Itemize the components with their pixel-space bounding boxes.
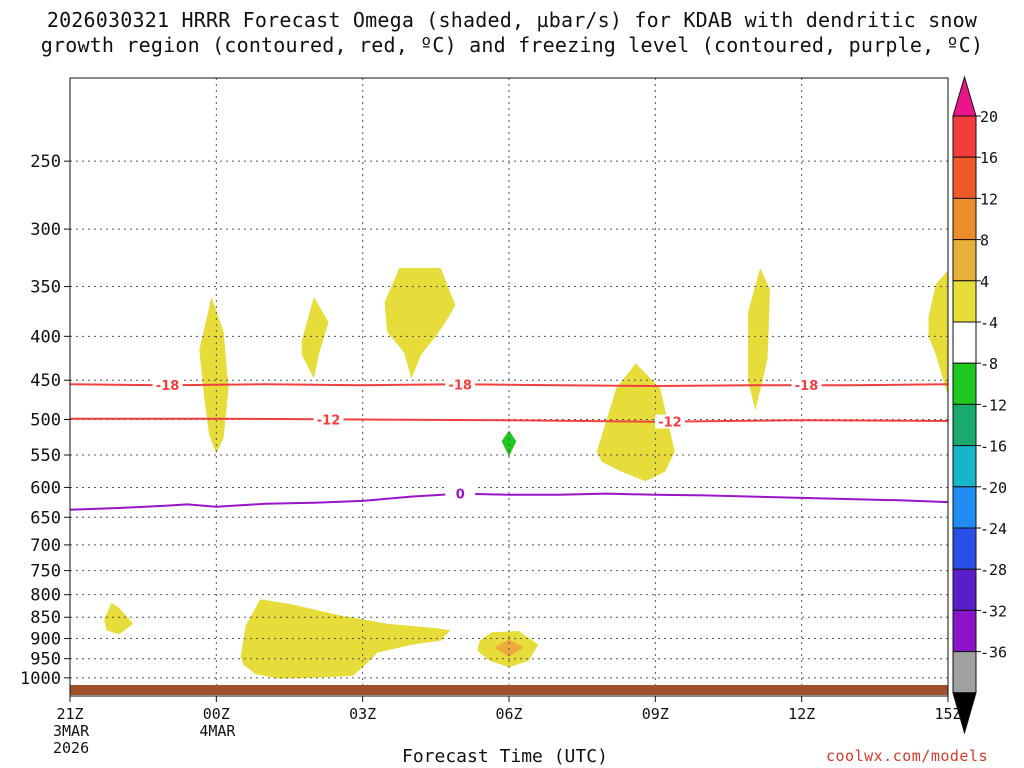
ytick-label-250: 250 — [30, 152, 61, 172]
colorbar-box-13 — [952, 609, 977, 653]
contour-line-3 — [69, 492, 949, 511]
colorbar-bottom-arrow — [952, 692, 977, 735]
omega-region-4 — [501, 430, 517, 457]
x-axis-label: Forecast Time (UTC) — [402, 746, 608, 767]
colorbar-box-4 — [952, 239, 977, 282]
contour-label-bg — [445, 377, 476, 392]
xtick-label-21Z: 21Z — [56, 705, 83, 723]
contour-label-1-1: -18 — [156, 379, 180, 394]
surface-band — [70, 685, 948, 695]
title-line-2: growth region (contoured, red, ºC) and f… — [40, 33, 984, 57]
colorbar-label-8: -16 — [980, 438, 1007, 456]
colorbar-label-6: -8 — [980, 355, 998, 373]
colorbar-box-12 — [952, 568, 977, 611]
contour-label-bg — [152, 378, 183, 393]
ytick-label-300: 300 — [30, 220, 61, 240]
colorbar-box-3 — [952, 197, 977, 241]
omega-region-7 — [928, 270, 948, 397]
colorbar-box-10 — [952, 486, 977, 529]
ytick-label-650: 650 — [30, 508, 61, 528]
ytick-label-700: 700 — [30, 536, 61, 556]
contour-label-bg — [445, 486, 476, 501]
xtick-label-00Z: 00Z — [203, 705, 230, 723]
colorbar-box-6 — [952, 321, 977, 364]
colorbar-box-11 — [952, 527, 977, 570]
credit-link[interactable]: coolwx.com/models — [826, 747, 989, 765]
ytick-label-1000: 1000 — [20, 669, 61, 689]
colorbar-label-9: -20 — [980, 479, 1007, 497]
contour-line-2 — [70, 417, 949, 423]
contour-label-bg — [313, 412, 344, 427]
ytick-label-400: 400 — [30, 327, 61, 347]
colorbar-label-1: 16 — [980, 149, 998, 167]
colorbar-box-2 — [952, 156, 977, 199]
contour-label-2-2: -12 — [658, 416, 682, 431]
colorbar-box-9 — [952, 445, 977, 488]
xtick-sublabel-00Z-1: 4MAR — [199, 722, 236, 740]
xtick-label-15Z: 15Z — [934, 705, 961, 723]
ytick-label-550: 550 — [30, 446, 61, 466]
colorbar-label-11: -28 — [980, 561, 1007, 579]
xtick-sublabel-21Z-2: 2026 — [53, 739, 89, 757]
contour-label-1-3: -18 — [795, 379, 819, 394]
contour-label-1-2: -18 — [448, 378, 472, 393]
xtick-sublabel-21Z-1: 3MAR — [53, 722, 90, 740]
ytick-label-350: 350 — [30, 278, 61, 298]
ytick-label-750: 750 — [30, 562, 61, 582]
xtick-label-06Z: 06Z — [495, 705, 522, 723]
ytick-label-500: 500 — [30, 410, 61, 430]
colorbar-label-2: 12 — [980, 190, 998, 208]
colorbar-label-5: -4 — [980, 314, 998, 332]
omega-region-3 — [384, 268, 456, 379]
colorbar-top-arrow — [952, 75, 977, 117]
ytick-label-800: 800 — [30, 586, 61, 606]
ytick-label-900: 900 — [30, 630, 61, 650]
colorbar-label-4: 4 — [980, 273, 989, 291]
ytick-label-600: 600 — [30, 478, 61, 498]
colorbar-label-12: -32 — [980, 602, 1007, 620]
colorbar-label-7: -12 — [980, 396, 1007, 414]
omega-region-6 — [748, 268, 770, 411]
colorbar-label-10: -24 — [980, 520, 1007, 538]
ytick-label-850: 850 — [30, 608, 61, 628]
omega-region-2 — [301, 297, 329, 379]
colorbar-label-0: 20 — [980, 108, 998, 126]
ytick-label-950: 950 — [30, 650, 61, 670]
title-line-1: 2026030321 HRRR Forecast Omega (shaded, … — [46, 8, 978, 32]
xtick-label-03Z: 03Z — [349, 705, 376, 723]
xtick-label-09Z: 09Z — [642, 705, 669, 723]
chart-title: 2026030321 HRRR Forecast Omega (shaded, … — [0, 8, 1024, 58]
contour-label-bg — [791, 378, 822, 393]
ytick-label-450: 450 — [30, 371, 61, 391]
colorbar-label-13: -36 — [980, 644, 1007, 662]
colorbar-box-14 — [952, 651, 977, 694]
colorbar-label-3: 8 — [980, 232, 989, 250]
colorbar-box-1 — [952, 115, 977, 158]
colorbar-box-7 — [952, 362, 977, 405]
contour-label-bg — [654, 414, 685, 429]
xtick-label-12Z: 12Z — [788, 705, 815, 723]
colorbar-box-8 — [952, 403, 977, 447]
omega-region-8 — [104, 602, 134, 635]
contour-label-3-1: 0 — [456, 488, 465, 503]
contour-label-2-1: -12 — [317, 413, 341, 428]
colorbar-box-5 — [952, 280, 977, 323]
